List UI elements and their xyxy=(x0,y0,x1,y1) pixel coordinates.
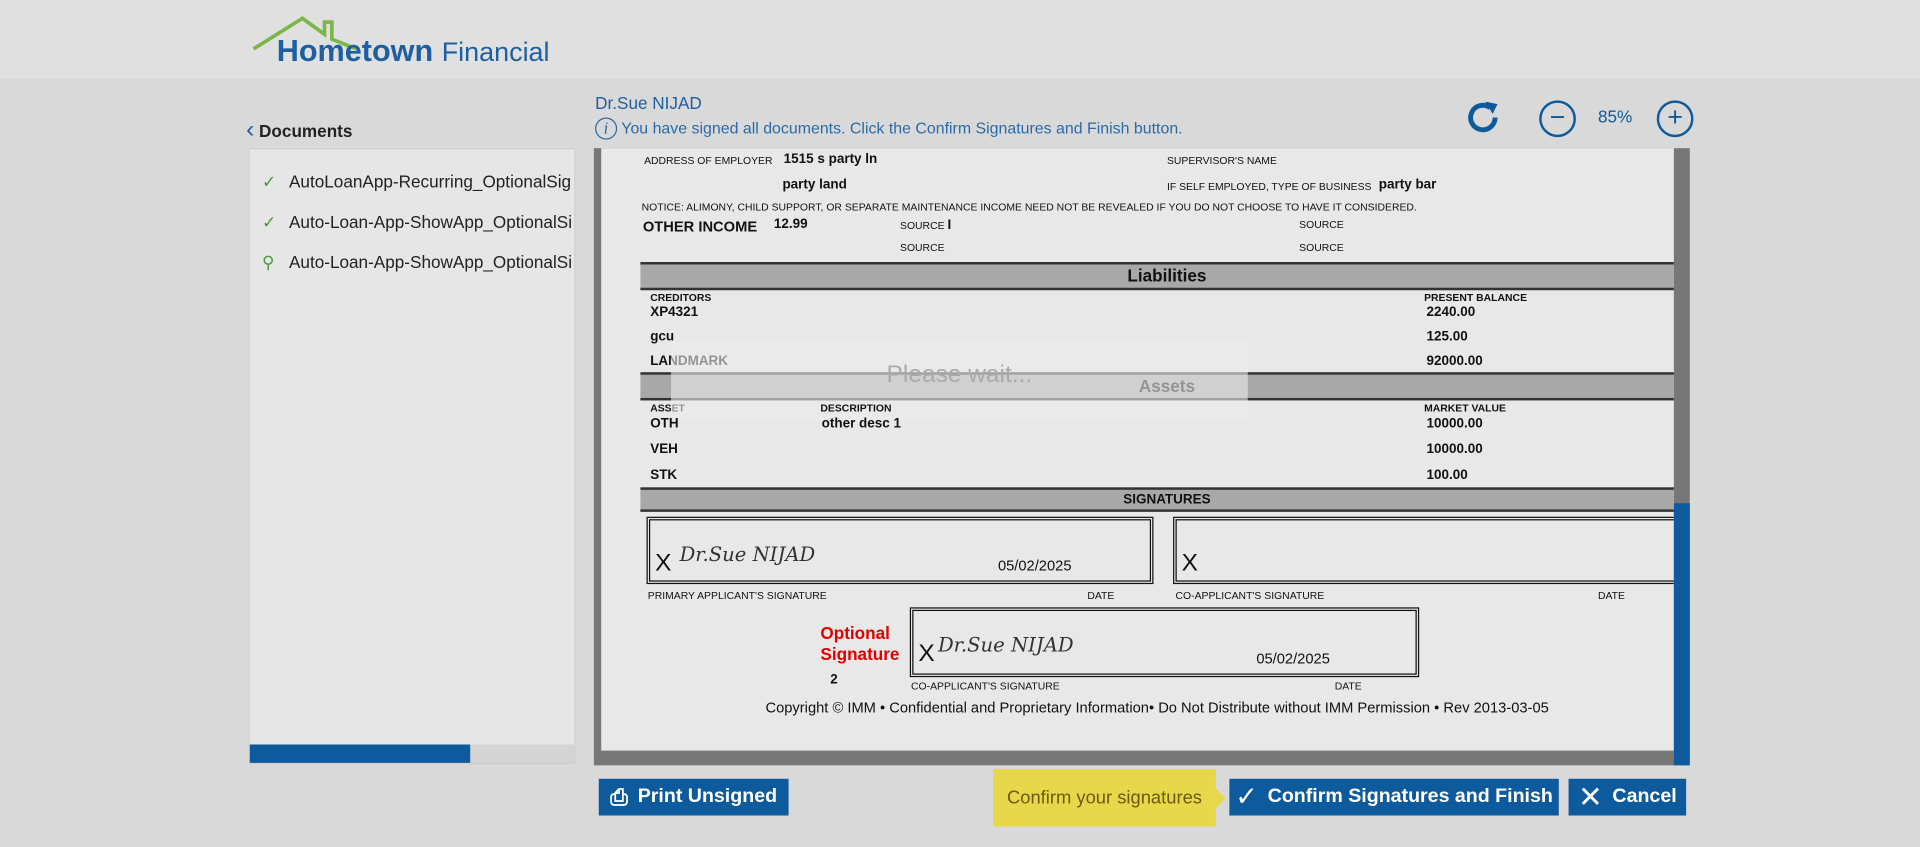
check-icon: ✓ xyxy=(262,211,277,232)
refresh-icon[interactable] xyxy=(1463,98,1502,137)
label: PRESENT BALANCE xyxy=(1424,291,1528,304)
creditor-name: XP4321 xyxy=(650,304,699,320)
confirm-tooltip: Confirm your signatures xyxy=(993,768,1216,827)
list-item[interactable]: ✓ Auto-Loan-App-ShowApp_OptionalSi xyxy=(262,211,573,232)
check-icon: ✓ xyxy=(1235,781,1258,812)
loading-overlay: Please wait... xyxy=(671,340,1248,421)
label: SOURCE xyxy=(1299,241,1344,254)
signature: Dr.Sue NIJAD xyxy=(679,542,816,566)
zoom-level: 85% xyxy=(1597,106,1633,127)
label: MARKET VALUE xyxy=(1424,401,1507,414)
x-mark: X xyxy=(655,549,672,577)
asset-value: 10000.00 xyxy=(1426,442,1483,457)
label: SUPERVISOR'S NAME xyxy=(1166,154,1277,167)
zoom-in-button[interactable]: + xyxy=(1656,100,1694,138)
signature: Dr.Sue NIJAD xyxy=(937,633,1074,657)
asset-value: 100.00 xyxy=(1426,467,1468,483)
optional-signature-label: Optional Signature xyxy=(820,623,900,664)
asset-type: OTH xyxy=(650,416,679,432)
document-list: ✓ AutoLoanApp-Recurring_OptionalSig ✓ Auto… xyxy=(248,148,576,765)
label: CREDITORS xyxy=(650,291,712,304)
zoom-out-button[interactable]: − xyxy=(1539,100,1576,138)
cancel-button[interactable]: ✕ Cancel xyxy=(1568,778,1687,816)
header: Hometown Financial xyxy=(0,0,1920,79)
optional-signature-box[interactable]: X Dr.Sue NIJAD 05/02/2025 xyxy=(909,607,1420,678)
notice: NOTICE: ALIMONY, CHILD SUPPORT, OR SEPAR… xyxy=(641,200,1417,214)
label: CO-APPLICANT'S SIGNATURE xyxy=(1175,588,1325,602)
x-mark: X xyxy=(1181,549,1198,577)
creditor-balance: 2240.00 xyxy=(1426,304,1476,320)
creditor-name: gcu xyxy=(650,329,675,345)
primary-signature-box[interactable]: X Dr.Sue NIJAD 05/02/2025 xyxy=(646,516,1154,585)
label: SOURCE xyxy=(900,241,945,254)
value: 1515 s party ln xyxy=(783,151,878,167)
tooltip-arrow xyxy=(1215,788,1226,809)
info-message: i You have signed all documents. Click t… xyxy=(595,117,1183,140)
signature-date: 05/02/2025 xyxy=(997,557,1072,575)
signer-name: Dr.Sue NIJAD xyxy=(595,93,702,113)
list-item[interactable]: ⚲ Auto-Loan-App-ShowApp_OptionalSi xyxy=(262,252,573,272)
copyright: Copyright © IMM • Confidential and Propr… xyxy=(765,699,1549,717)
documents-back-link[interactable]: ‹ Documents xyxy=(246,116,353,144)
value: party land xyxy=(782,177,847,193)
label: DATE xyxy=(1087,588,1115,602)
value: 12.99 xyxy=(773,216,808,232)
creditor-balance: 125.00 xyxy=(1426,329,1468,345)
asset-type: STK xyxy=(650,467,678,483)
confirm-signatures-button[interactable]: ✓ Confirm Signatures and Finish xyxy=(1229,778,1559,816)
progress-fill xyxy=(249,744,471,763)
label: SOURCE xyxy=(1299,217,1344,231)
label: OTHER INCOME xyxy=(642,217,758,236)
label: CO-APPLICANT'S SIGNATURE xyxy=(911,679,1060,692)
magnifier-icon: ⚲ xyxy=(262,252,275,272)
printer-icon: ⎙ xyxy=(610,784,628,809)
liabilities-header: Liabilities xyxy=(640,262,1674,291)
co-applicant-signature-box[interactable]: X xyxy=(1173,516,1674,585)
close-icon: ✕ xyxy=(1578,780,1603,814)
label: ADDRESS OF EMPLOYER xyxy=(644,154,773,167)
signatures-header: SIGNATURES xyxy=(640,487,1674,512)
signature-date: 05/02/2025 xyxy=(1256,650,1330,668)
optional-number: 2 xyxy=(830,672,838,687)
label: SOURCE I xyxy=(900,217,952,233)
document-viewer: ADDRESS OF EMPLOYER 1515 s party ln SUPE… xyxy=(593,148,1690,766)
info-icon: i xyxy=(595,117,618,140)
label: IF SELF EMPLOYED, TYPE OF BUSINESS xyxy=(1166,180,1372,193)
scrollbar[interactable] xyxy=(1673,503,1690,766)
chevron-left-icon: ‹ xyxy=(246,116,255,144)
label: DESCRIPTION xyxy=(820,401,892,414)
logo: Hometown Financial xyxy=(276,34,550,69)
list-item[interactable]: ✓ AutoLoanApp-Recurring_OptionalSig xyxy=(262,171,572,192)
progress-bar xyxy=(249,744,575,763)
label: PRIMARY APPLICANT'S SIGNATURE xyxy=(647,588,827,602)
asset-desc: other desc 1 xyxy=(821,416,901,432)
document-page: ADDRESS OF EMPLOYER 1515 s party ln SUPE… xyxy=(601,148,1674,751)
asset-type: VEH xyxy=(650,442,678,457)
logo-roof-icon xyxy=(252,16,358,51)
print-unsigned-button[interactable]: ⎙ Print Unsigned xyxy=(598,778,789,816)
label: DATE xyxy=(1597,588,1625,602)
x-mark: X xyxy=(918,640,935,668)
value: party bar xyxy=(1378,177,1437,193)
asset-value: 10000.00 xyxy=(1426,416,1483,432)
creditor-balance: 92000.00 xyxy=(1426,353,1483,369)
check-icon: ✓ xyxy=(262,171,277,192)
label: DATE xyxy=(1334,679,1362,692)
